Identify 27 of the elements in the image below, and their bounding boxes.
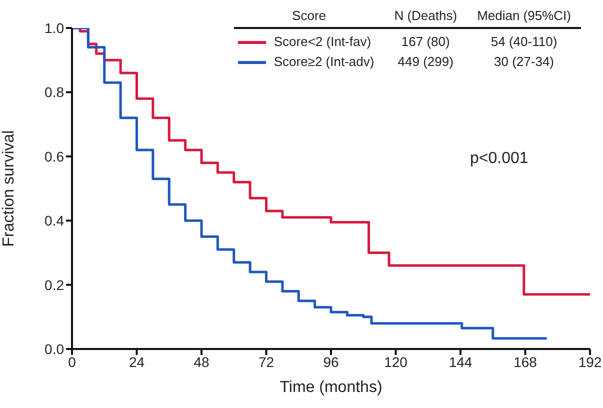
annotation: p<0.001 bbox=[470, 150, 528, 168]
x-tick-label: 24 bbox=[128, 354, 145, 370]
y-tick-label: 0.2 bbox=[44, 276, 64, 293]
annotation: 167 (80) bbox=[400, 33, 451, 49]
x-tick-label: 168 bbox=[514, 354, 538, 370]
x-tick-label: 0 bbox=[68, 354, 76, 370]
x-tick-label: 96 bbox=[323, 354, 339, 370]
y-tick-label: 0.4 bbox=[44, 212, 64, 229]
annotation: 54 (40-110) bbox=[490, 33, 558, 49]
text: Median (95%CI) bbox=[476, 7, 572, 25]
x-tick-label: 48 bbox=[194, 354, 210, 370]
x-tick-label: 144 bbox=[448, 354, 472, 370]
x-tick-label: 72 bbox=[258, 354, 274, 370]
annotation: 30 (27-34) bbox=[493, 53, 556, 69]
legend-label: Score≥2 (Int-adv) bbox=[274, 54, 374, 69]
x-axis-title: Time (months) bbox=[280, 379, 382, 396]
y-axis-title: Fraction survival bbox=[0, 130, 18, 247]
legend-title: Score bbox=[291, 7, 328, 25]
annotation: 449 (299) bbox=[396, 53, 454, 69]
legend-label: Score<2 (Int-fav) bbox=[274, 34, 372, 49]
y-tick-label: 0.8 bbox=[44, 84, 64, 100]
y-tick-label: 0.6 bbox=[44, 148, 64, 164]
y-tick-label: 0.0 bbox=[44, 340, 64, 357]
y-tick-label: 1.0 bbox=[44, 20, 64, 36]
x-tick-label: 120 bbox=[384, 354, 408, 370]
text: N (Deaths) bbox=[393, 7, 458, 25]
x-tick-label: 192 bbox=[578, 354, 602, 370]
